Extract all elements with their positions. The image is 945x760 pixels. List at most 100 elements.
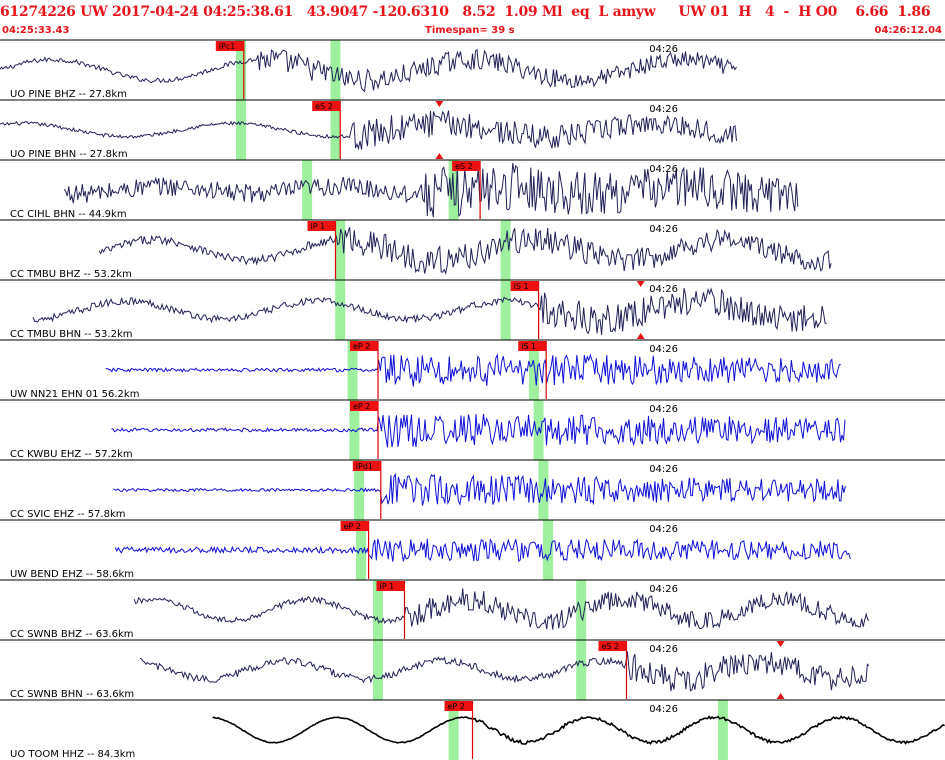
waveform-trace [63, 163, 799, 218]
waveform-trace [113, 472, 846, 506]
pick-label: iPd1 [356, 462, 373, 471]
pick-marker-box[interactable] [352, 461, 381, 471]
phase-window-highlight [576, 580, 587, 640]
time-tick-label: 04:26 [649, 344, 678, 355]
time-tick-label: 04:26 [649, 464, 678, 475]
trace-row[interactable]: 04:26 iP 1 CC SWNB BHZ -- 63.6km [0, 579, 945, 640]
trace-row[interactable]: 04:26 eS 2 CC CIHL BHN -- 44.9km [0, 159, 945, 220]
time-tick-label: 04:26 [649, 644, 678, 655]
amplitude-marker-bottom [776, 693, 785, 699]
pick-marker-box[interactable] [444, 701, 473, 711]
waveform-trace [32, 287, 827, 335]
waveform-trace [139, 651, 870, 692]
waveform-trace [111, 414, 846, 448]
station-label: CC SVIC EHZ -- 57.8km [10, 509, 126, 520]
station-label: CC CIHL BHN -- 44.9km [10, 209, 127, 220]
station-label: UO PINE BHN -- 27.8km [10, 149, 128, 160]
time-tick-label: 04:26 [649, 224, 678, 235]
waveform-trace [105, 352, 841, 387]
amplitude-marker-bottom [435, 153, 444, 159]
pick-marker-box[interactable] [215, 41, 244, 51]
phase-window-highlight [500, 220, 511, 280]
station-label: CC SWNB BHZ -- 63.6km [10, 629, 134, 640]
trace-row[interactable]: 04:26 iP 1 CC TMBU BHZ -- 53.2km [0, 219, 945, 280]
time-tick-label: 04:26 [649, 164, 678, 175]
trace-row[interactable]: 04:26 eP 2 UO TOOM HHZ -- 84.3km [0, 699, 945, 760]
time-range-bar: 04:25:33.43 Timespan= 39 s 04:26:12.04 [0, 24, 945, 38]
pick-label: eP 2 [344, 522, 361, 531]
pick-marker-box[interactable] [307, 221, 336, 231]
waveform-trace [98, 227, 832, 275]
pick-marker-box[interactable] [340, 521, 369, 531]
phase-window-highlight [543, 520, 554, 580]
pick-label: iPc1 [219, 42, 236, 51]
pick-label: eP 2 [448, 702, 465, 711]
phase-window-highlight [330, 100, 341, 160]
waveform-trace [133, 588, 870, 630]
station-label: CC KWBU EHZ -- 57.2km [10, 449, 133, 460]
pick-label: iS 1 [514, 282, 529, 291]
trace-row[interactable]: 04:26 iPc1 UO PINE BHZ -- 27.8km [0, 39, 945, 100]
pick-marker-box[interactable] [510, 281, 539, 291]
trace-row[interactable]: 04:26 eP 2 CC KWBU EHZ -- 57.2km [0, 399, 945, 460]
time-tick-label: 04:26 [649, 584, 678, 595]
station-label: UW NN21 EHN 01 56.2km [10, 389, 139, 400]
phase-window-highlight [356, 520, 366, 580]
phase-window-highlight [335, 220, 346, 280]
phase-window-highlight [330, 40, 341, 100]
station-label: UO PINE BHZ -- 27.8km [10, 89, 127, 100]
pick-marker-box[interactable] [350, 341, 378, 351]
time-tick-label: 04:26 [649, 104, 678, 115]
timespan-label: Timespan= 39 s [425, 25, 515, 36]
pick-label: eS 2 [602, 642, 620, 651]
time-tick-label: 04:26 [649, 284, 678, 295]
amplitude-marker-top [776, 641, 785, 647]
pick-label: eS 2 [455, 162, 473, 171]
start-time-label: 04:25:33.43 [2, 25, 70, 36]
pick-marker-box[interactable] [376, 581, 405, 591]
pick-marker-box[interactable] [598, 641, 627, 651]
station-label: UO TOOM HHZ -- 84.3km [10, 749, 135, 760]
pick-label: iS 1 [521, 342, 536, 351]
phase-window-highlight [373, 640, 383, 700]
pick-label: iP 1 [380, 582, 395, 591]
amplitude-marker-bottom [636, 333, 645, 339]
trace-row[interactable]: 04:26 eS 2 UO PINE BHN -- 27.8km [0, 99, 945, 160]
phase-window-highlight [347, 340, 358, 400]
pick-label: eP 2 [353, 402, 370, 411]
waveform-trace [0, 110, 737, 151]
time-tick-label: 04:26 [649, 404, 678, 415]
phase-window-highlight [373, 580, 383, 640]
station-label: UW BEND EHZ -- 58.6km [10, 569, 134, 580]
pick-marker-box[interactable] [350, 401, 378, 411]
time-tick-label: 04:26 [649, 524, 678, 535]
phase-window-highlight [528, 340, 539, 400]
station-label: CC TMBU BHZ -- 53.2km [10, 269, 132, 280]
event-summary-line: 61274226 UW 2017-04-24 04:25:38.61 43.90… [0, 4, 931, 20]
phase-window-highlight [500, 280, 511, 340]
phase-window-highlight [236, 100, 246, 160]
trace-row[interactable]: 04:26 eP 2 iS 1 UW NN21 EHN 01 56.2km [0, 339, 945, 400]
trace-row[interactable]: 04:26 eS 2 CC SWNB BHN -- 63.6km [0, 639, 945, 700]
phase-window-highlight [349, 400, 360, 460]
phase-window-highlight [717, 700, 728, 760]
phase-window-highlight [302, 160, 313, 220]
time-tick-label: 04:26 [649, 44, 678, 55]
time-tick-label: 04:26 [649, 704, 678, 715]
phase-window-highlight [448, 700, 459, 760]
phase-window-highlight [335, 280, 346, 340]
pick-marker-box[interactable] [452, 161, 481, 171]
amplitude-marker-top [636, 281, 645, 287]
event-header: 61274226 UW 2017-04-24 04:25:38.61 43.90… [0, 0, 945, 40]
pick-label: iP 1 [311, 222, 326, 231]
waveform-trace [114, 538, 851, 563]
trace-row[interactable]: 04:26 iPd1 CC SVIC EHZ -- 57.8km [0, 459, 945, 520]
pick-marker-box[interactable] [518, 341, 547, 351]
phase-window-highlight [236, 40, 246, 100]
phase-window-highlight [576, 640, 587, 700]
station-label: CC SWNB BHN -- 63.6km [10, 689, 134, 700]
trace-row[interactable]: 04:26 eP 2 UW BEND EHZ -- 58.6km [0, 519, 945, 580]
trace-row[interactable]: 04:26 iS 1 CC TMBU BHN -- 53.2km [0, 279, 945, 340]
pick-marker-box[interactable] [312, 101, 341, 111]
